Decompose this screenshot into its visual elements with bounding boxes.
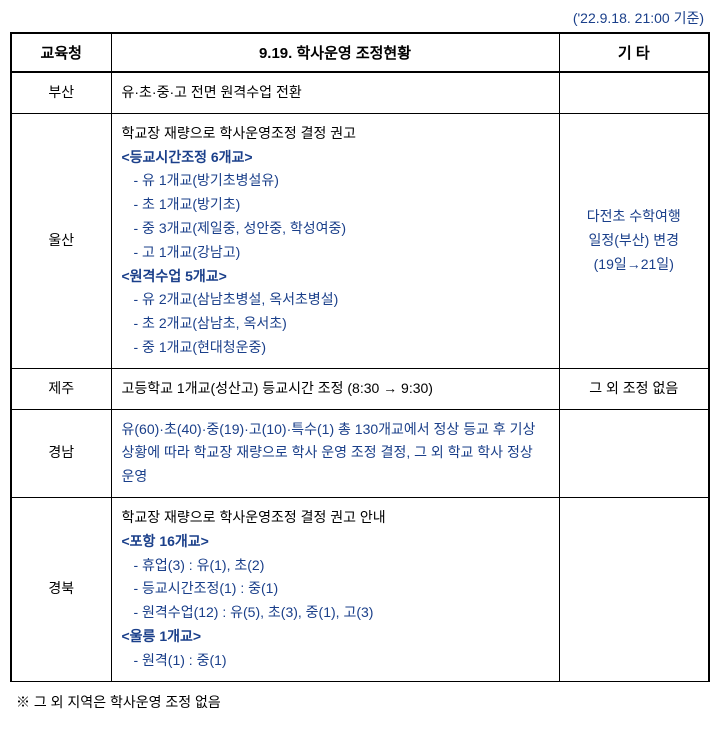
header-col3: 기 타 [559, 33, 709, 72]
row5-l6a: <울릉 [122, 628, 160, 644]
row1-etc [559, 72, 709, 113]
row5-l7: - 원격(1) : 중(1) [122, 649, 549, 673]
row1-office: 부산 [11, 72, 111, 113]
row3-office: 제주 [11, 368, 111, 409]
row2-l1: 학교장 재량으로 학사운영조정 결정 권고 [122, 122, 549, 146]
row5-l1: 학교장 재량으로 학사운영조정 결정 권고 안내 [122, 506, 549, 530]
row5-status: 학교장 재량으로 학사운영조정 결정 권고 안내 <포항 16개교> - 휴업(… [111, 497, 559, 681]
table-row: 제주 고등학교 1개교(성산고) 등교시간 조정 (8:30 → 9:30) 그… [11, 368, 709, 409]
table-row: 울산 학교장 재량으로 학사운영조정 결정 권고 <등교시간조정 6개교> - … [11, 113, 709, 368]
row2-l7c: > [219, 268, 227, 284]
row3-etc: 그 외 조정 없음 [559, 368, 709, 409]
row2-l5: - 중 3개교(제일중, 성안중, 학성여중) [122, 217, 549, 241]
row2-l8: - 유 2개교(삼남초병설, 옥서초병설) [122, 288, 549, 312]
status-table: 교육청 9.19. 학사운영 조정현황 기 타 부산 유·초·중·고 전면 원격… [10, 32, 710, 682]
row2-etc-l3: (19일→21일) [570, 253, 699, 277]
row2-l6: - 고 1개교(강남고) [122, 241, 549, 265]
row2-l7: <원격수업 5개교> [122, 265, 549, 289]
row5-l6: <울릉 1개교> [122, 625, 549, 649]
table-row: 경북 학교장 재량으로 학사운영조정 결정 권고 안내 <포항 16개교> - … [11, 497, 709, 681]
timestamp: ('22.9.18. 21:00 기준) [10, 8, 710, 28]
row2-l2a: <등교시간조정 [122, 149, 211, 165]
table-row: 경남 유(60)·초(40)·중(19)·고(10)·특수(1) 총 130개교… [11, 409, 709, 497]
row5-l5: - 원격수업(12) : 유(5), 초(3), 중(1), 고(3) [122, 601, 549, 625]
row2-l4: - 초 1개교(방기초) [122, 193, 549, 217]
row5-l6c: > [193, 628, 201, 644]
row5-office: 경북 [11, 497, 111, 681]
row2-l9: - 초 2개교(삼남초, 옥서초) [122, 312, 549, 336]
header-col1: 교육청 [11, 33, 111, 72]
row2-l2: <등교시간조정 6개교> [122, 146, 549, 170]
header-col2: 9.19. 학사운영 조정현황 [111, 33, 559, 72]
row2-l7a: <원격수업 [122, 268, 186, 284]
row2-etc-l1: 다전초 수학여행 [570, 205, 699, 229]
row2-etc-l2: 일정(부산) 변경 [570, 229, 699, 253]
row5-l2: <포항 16개교> [122, 530, 549, 554]
row1-status: 유·초·중·고 전면 원격수업 전환 [111, 72, 559, 113]
row4-etc [559, 409, 709, 497]
row2-l7b: 5개교 [185, 268, 219, 284]
row5-l2b: 16개교 [159, 533, 200, 549]
row2-status: 학교장 재량으로 학사운영조정 결정 권고 <등교시간조정 6개교> - 유 1… [111, 113, 559, 368]
table-header: 교육청 9.19. 학사운영 조정현황 기 타 [11, 33, 709, 72]
row2-l2b: 6개교 [211, 149, 245, 165]
row5-l6b: 1개교 [159, 628, 193, 644]
row5-etc [559, 497, 709, 681]
row5-l3: - 휴업(3) : 유(1), 초(2) [122, 554, 549, 578]
row4-status: 유(60)·초(40)·중(19)·고(10)·특수(1) 총 130개교에서 … [111, 409, 559, 497]
footnote: ※ 그 외 지역은 학사운영 조정 없음 [10, 682, 710, 716]
row5-l2c: > [201, 533, 209, 549]
row4-office: 경남 [11, 409, 111, 497]
row3-status: 고등학교 1개교(성산고) 등교시간 조정 (8:30 → 9:30) [111, 368, 559, 409]
row2-etc: 다전초 수학여행 일정(부산) 변경 (19일→21일) [559, 113, 709, 368]
row2-l2c: > [244, 149, 252, 165]
row2-l10: - 중 1개교(현대청운중) [122, 336, 549, 360]
row2-l3: - 유 1개교(방기초병설유) [122, 169, 549, 193]
row5-l4: - 등교시간조정(1) : 중(1) [122, 577, 549, 601]
row2-office: 울산 [11, 113, 111, 368]
table-row: 부산 유·초·중·고 전면 원격수업 전환 [11, 72, 709, 113]
row5-l2a: <포항 [122, 533, 160, 549]
